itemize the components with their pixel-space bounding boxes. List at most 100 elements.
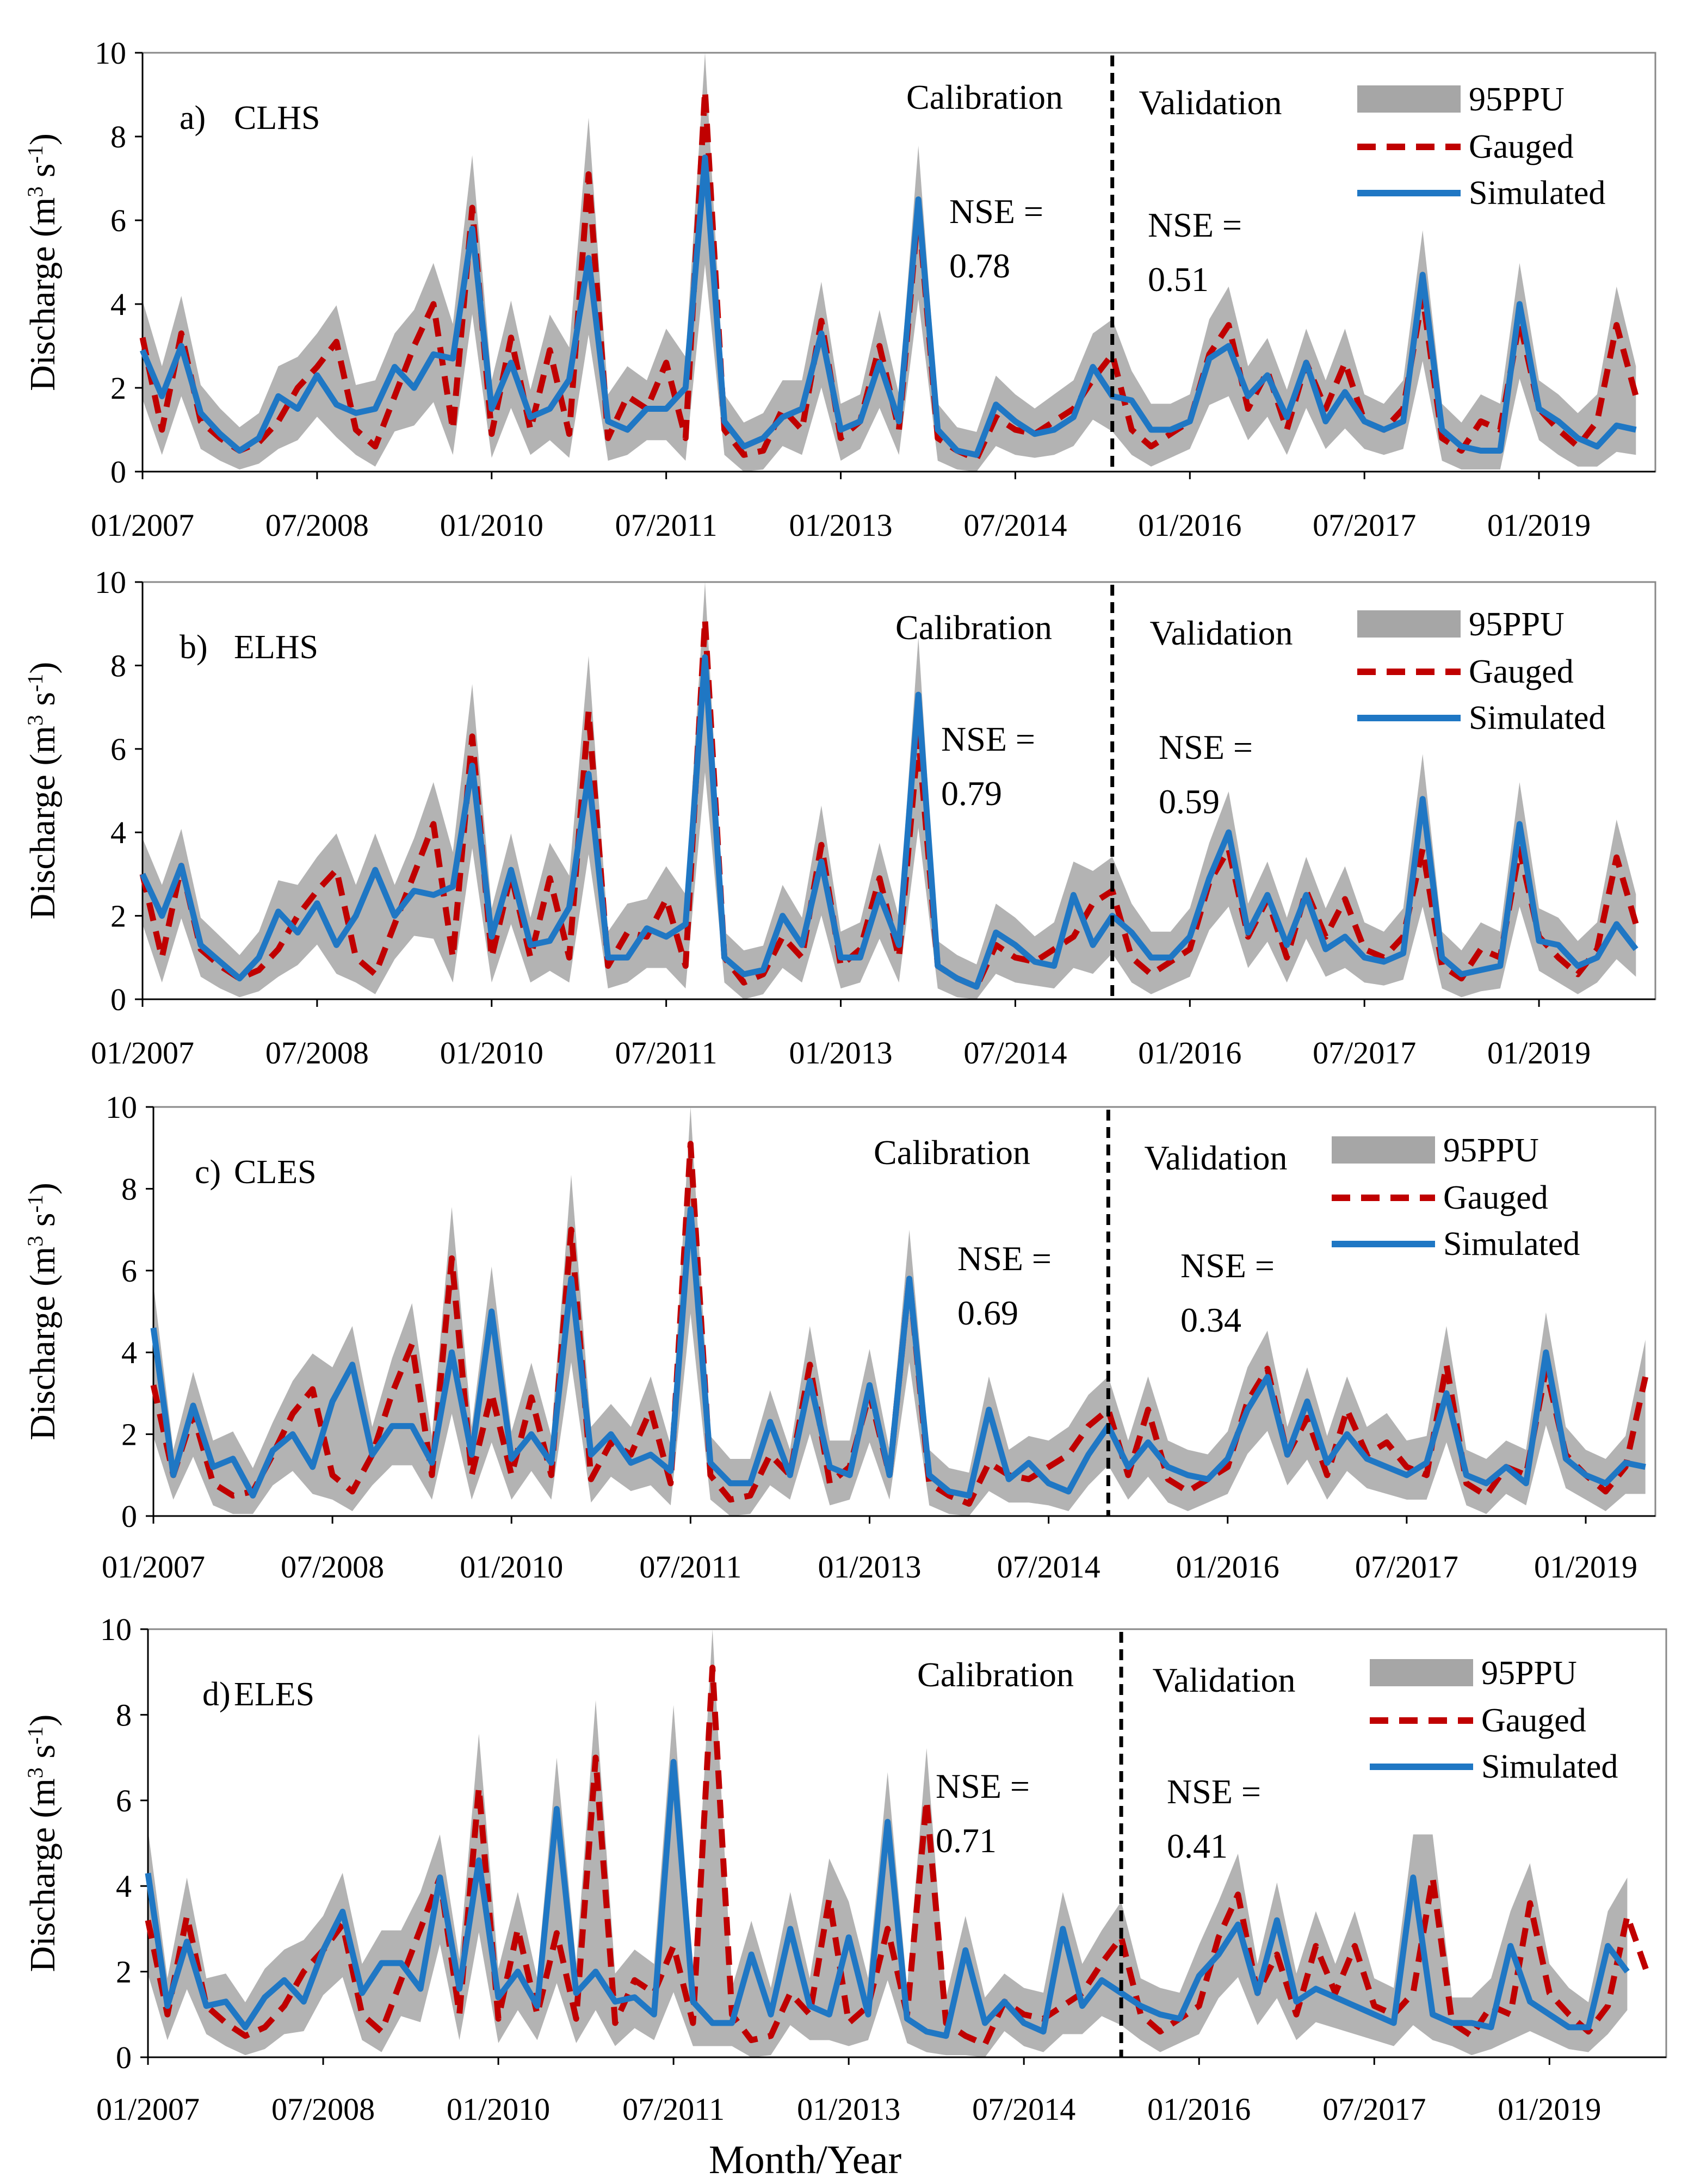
legend: 95PPU Gauged Simulated: [1357, 81, 1605, 212]
simulated-series-line: [145, 1759, 1630, 2039]
x-tick-label: 01/2013: [818, 1549, 921, 1585]
panel-label: d): [202, 1676, 231, 1713]
calibration-label: Calibration: [874, 1133, 1030, 1172]
y-tick-label: 0: [121, 1499, 137, 1534]
x-tick-label: 01/2019: [1498, 2092, 1601, 2127]
y-tick-label: 10: [100, 1612, 132, 1647]
validation-nse-label: NSE =: [1159, 728, 1253, 766]
x-tick-label: 01/2010: [440, 1035, 543, 1071]
validation-label: Validation: [1152, 1661, 1295, 1699]
y-tick-label: 0: [110, 982, 126, 1017]
legend-95ppu-label: 95PPU: [1469, 606, 1565, 643]
simulated-series-line: [139, 154, 1637, 458]
x-tick-label: 07/2008: [271, 2092, 375, 2127]
legend-simulated-label: Simulated: [1469, 175, 1605, 212]
validation-nse-value: 0.34: [1180, 1301, 1241, 1339]
validation-nse-label: NSE =: [1180, 1246, 1275, 1285]
x-tick-label: 01/2016: [1138, 508, 1241, 543]
calibration-nse-value: 0.69: [957, 1294, 1018, 1332]
x-tick-label: 01/2013: [789, 508, 892, 543]
chart-panel-clhs: 0 2 4 6 8 10 01/2007 07/2008 01/2010 07/2011 01/20…: [23, 35, 1656, 543]
y-tick-label: 4: [110, 287, 126, 322]
calibration-nse-value: 0.78: [949, 246, 1010, 285]
validation-label: Validation: [1149, 614, 1293, 652]
legend: 95PPU Gauged Simulated: [1357, 606, 1605, 737]
calibration-nse-label: NSE =: [941, 720, 1035, 758]
x-tick-label: 01/2013: [797, 2092, 900, 2127]
y-tick-label: 0: [110, 454, 126, 490]
legend-95ppu-swatch: [1357, 85, 1461, 113]
legend-gauged-label: Gauged: [1469, 128, 1574, 165]
y-axis-title: Discharge (m3 s-1): [23, 1183, 63, 1440]
y-axis-title: Discharge (m3 s-1): [23, 1715, 63, 1972]
y-tick-label: 6: [110, 732, 126, 767]
y-tick-label: 8: [110, 648, 126, 683]
y-axis-title: Discharge (m3 s-1): [23, 133, 63, 391]
y-tick-label: 8: [110, 119, 126, 154]
x-tick-label: 07/2008: [265, 508, 369, 543]
site-name: CLES: [234, 1154, 317, 1191]
calibration-nse-value: 0.79: [941, 774, 1002, 813]
legend: 95PPU Gauged Simulated: [1370, 1655, 1618, 1785]
legend-95ppu-swatch: [1332, 1136, 1435, 1164]
x-tick-label: 07/2017: [1355, 1549, 1458, 1585]
y-tick-label: 0: [116, 2040, 132, 2075]
y-tick-label: 6: [116, 1783, 132, 1818]
y-tick-label: 8: [116, 1697, 132, 1733]
y-tick-label: 2: [121, 1417, 137, 1452]
x-tick-label: 01/2007: [102, 1549, 205, 1585]
site-name: ELES: [234, 1676, 314, 1713]
chart-panel-cles: 0 2 4 6 8 10 01/2007 07/2008 01/2010 07/2011 01/20…: [23, 1090, 1656, 1585]
chart-panels: 0 2 4 6 8 10 01/2007 07/2008 01/2010 07/2011 01/20…: [23, 35, 1667, 2127]
legend-95ppu-swatch: [1370, 1659, 1473, 1686]
x-tick-label: 01/2019: [1487, 1035, 1591, 1071]
x-axis-title: Month/Year: [709, 2138, 901, 2182]
x-tick-label: 07/2014: [963, 508, 1067, 543]
site-name: CLHS: [234, 100, 320, 137]
x-tick-label: 07/2011: [615, 1035, 718, 1071]
calibration-nse-label: NSE =: [936, 1767, 1030, 1805]
site-name: ELHS: [234, 629, 318, 666]
x-tick-label: 07/2011: [622, 2092, 725, 2127]
x-tick-label: 01/2016: [1176, 1549, 1279, 1585]
y-tick-label: 10: [95, 565, 126, 600]
legend-simulated-label: Simulated: [1469, 700, 1605, 737]
validation-label: Validation: [1144, 1139, 1287, 1177]
x-tick-label: 07/2008: [281, 1549, 384, 1585]
x-tick-label: 01/2007: [91, 508, 194, 543]
calibration-label: Calibration: [917, 1655, 1074, 1694]
x-tick-label: 01/2013: [789, 1035, 892, 1071]
x-tick-label: 07/2017: [1313, 508, 1416, 543]
validation-nse-value: 0.59: [1159, 782, 1220, 821]
legend-gauged-label: Gauged: [1481, 1702, 1586, 1739]
legend-gauged-label: Gauged: [1469, 653, 1574, 690]
x-tick-label: 07/2011: [639, 1549, 741, 1585]
x-tick-label: 07/2014: [972, 2092, 1075, 2127]
validation-nse-value: 0.51: [1148, 260, 1209, 299]
panel-label: a): [180, 100, 206, 137]
chart-panel-elhs: 0 2 4 6 8 10 01/2007 07/2008 01/2010 07/2011 01/20…: [23, 565, 1656, 1071]
calibration-label: Calibration: [895, 608, 1052, 647]
y-axis-title: Discharge (m3 s-1): [23, 662, 63, 920]
y-tick-label: 2: [116, 1954, 132, 1990]
legend-95ppu-swatch: [1357, 610, 1461, 638]
x-tick-label: 01/2019: [1487, 508, 1591, 543]
calibration-label: Calibration: [906, 78, 1063, 116]
legend-gauged-label: Gauged: [1443, 1179, 1548, 1216]
x-tick-label: 01/2016: [1138, 1035, 1241, 1071]
panel-label: b): [180, 629, 208, 666]
x-tick-label: 01/2016: [1147, 2092, 1251, 2127]
legend-95ppu-label: 95PPU: [1469, 81, 1565, 118]
panel-label: c): [195, 1154, 221, 1191]
y-tick-label: 2: [110, 899, 126, 934]
x-tick-label: 07/2008: [265, 1035, 369, 1071]
y-tick-label: 6: [110, 203, 126, 238]
validation-nse-label: NSE =: [1167, 1772, 1261, 1811]
validation-nse-label: NSE =: [1148, 206, 1242, 244]
legend-simulated-label: Simulated: [1481, 1748, 1618, 1785]
simulated-series-line: [140, 654, 1638, 990]
x-tick-label: 07/2011: [615, 508, 718, 543]
calibration-nse-value: 0.71: [936, 1821, 997, 1860]
y-tick-label: 2: [110, 370, 126, 406]
